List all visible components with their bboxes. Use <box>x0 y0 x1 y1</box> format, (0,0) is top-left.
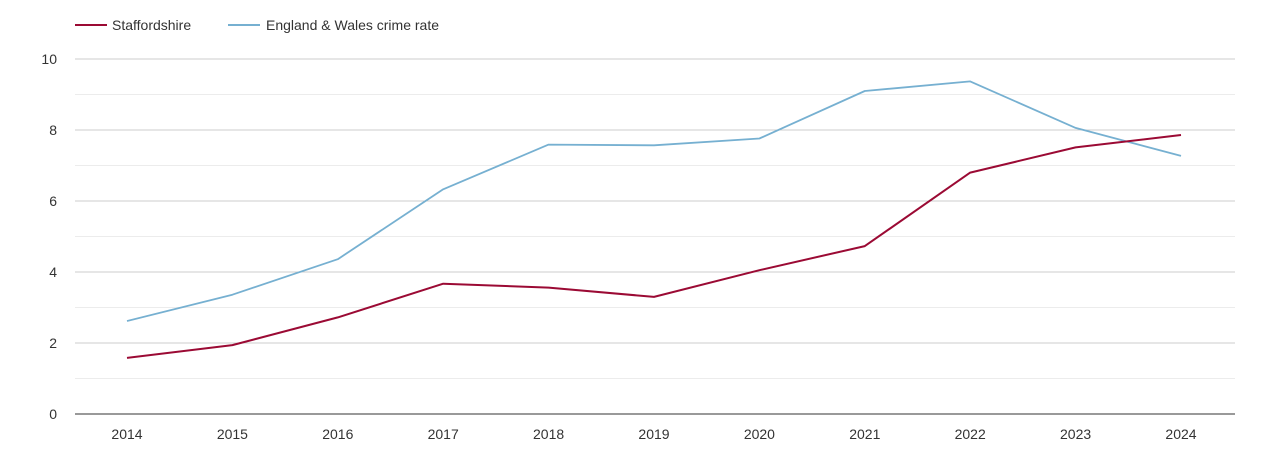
legend-label-staffordshire: Staffordshire <box>112 17 191 33</box>
y-tick-label: 10 <box>41 51 57 67</box>
x-tick-label: 2024 <box>1165 426 1196 442</box>
series-lines <box>126 80 1182 359</box>
series-line-staffordshire <box>126 134 1182 359</box>
x-tick-label: 2015 <box>217 426 248 442</box>
y-tick-label: 8 <box>49 122 57 138</box>
y-tick-label: 6 <box>49 193 57 209</box>
grid-lines <box>75 58 1235 379</box>
x-tick-label: 2014 <box>111 426 142 442</box>
x-tick-label: 2016 <box>322 426 353 442</box>
legend: Staffordshire England & Wales crime rate <box>75 17 439 33</box>
y-axis-ticks: 0 2 4 6 8 10 <box>41 51 57 422</box>
legend-label-england-wales: England & Wales crime rate <box>266 17 439 33</box>
y-tick-label: 2 <box>49 335 57 351</box>
x-tick-label: 2022 <box>955 426 986 442</box>
y-tick-label: 4 <box>49 264 57 280</box>
x-tick-label: 2017 <box>428 426 459 442</box>
x-tick-label: 2019 <box>638 426 669 442</box>
x-axis-ticks: 2014 2015 2016 2017 2018 2019 2020 2021 2022 2023… <box>111 426 1196 442</box>
series-line-england-wales <box>126 80 1182 322</box>
x-tick-label: 2023 <box>1060 426 1091 442</box>
x-tick-label: 2020 <box>744 426 775 442</box>
x-tick-label: 2021 <box>849 426 880 442</box>
y-tick-label: 0 <box>49 406 57 422</box>
x-tick-label: 2018 <box>533 426 564 442</box>
